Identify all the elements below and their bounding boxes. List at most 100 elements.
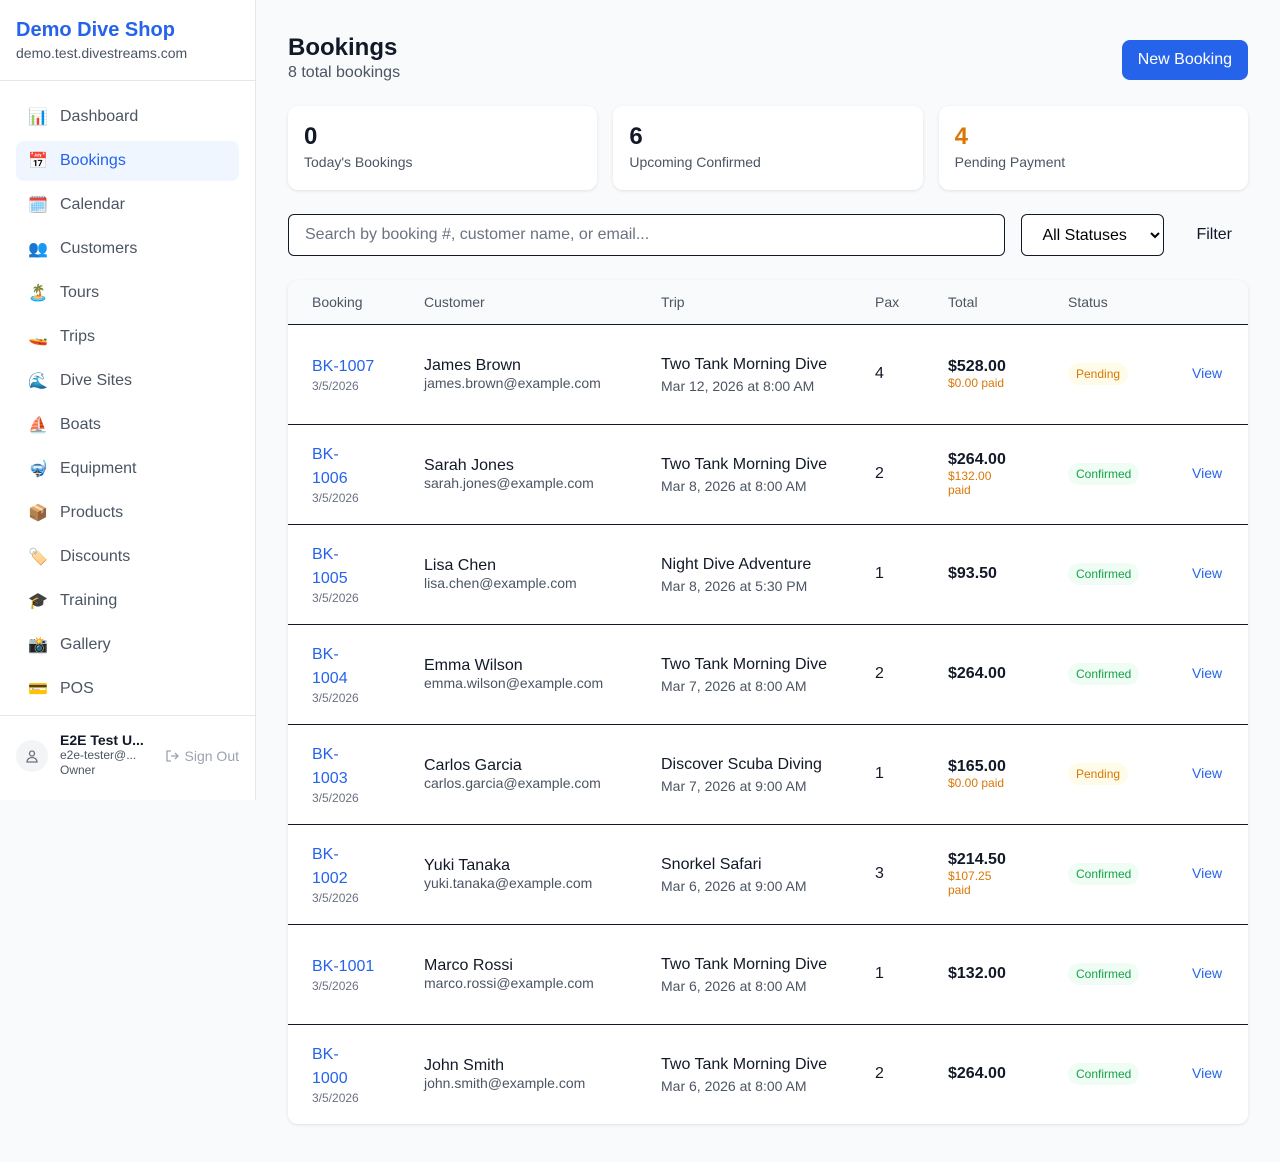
booking-date: 3/5/2026 bbox=[312, 1091, 359, 1106]
status-select[interactable]: All Statuses bbox=[1021, 214, 1165, 256]
sidebar-item-pos[interactable]: 💳 POS bbox=[16, 669, 239, 709]
sidebar-item-calendar[interactable]: 🗓️ Calendar bbox=[16, 185, 239, 225]
trip-name: Night Dive Adventure bbox=[661, 556, 812, 573]
sign-out-button[interactable]: Sign Out bbox=[165, 748, 239, 764]
pax: 1 bbox=[875, 523, 948, 624]
sidebar: Demo Dive Shop demo.test.divestreams.com… bbox=[0, 0, 256, 800]
booking-link[interactable]: BK-1004 bbox=[312, 646, 348, 687]
sidebar-item-training[interactable]: 🎓 Training bbox=[16, 581, 239, 621]
shop-name[interactable]: Demo Dive Shop bbox=[16, 19, 175, 41]
booking-date: 3/5/2026 bbox=[312, 691, 359, 705]
calendar-icon: 📅 bbox=[28, 153, 48, 170]
customer-name: Emma Wilson bbox=[424, 657, 523, 674]
column-header: Booking bbox=[288, 280, 424, 325]
trip-name: Two Tank Morning Dive bbox=[661, 656, 827, 673]
view-link[interactable]: View bbox=[1192, 865, 1223, 881]
total: $165.00 bbox=[948, 758, 1006, 775]
bar-chart-icon: 📊 bbox=[28, 109, 48, 126]
customer-email: emma.wilson@example.com bbox=[424, 675, 604, 691]
view-link[interactable]: View bbox=[1192, 565, 1223, 581]
table-row: BK-1004 3/5/2026 Emma Wilson emma.wilson@e… bbox=[288, 623, 1248, 724]
page-subtitle: 8 total bookings bbox=[288, 64, 401, 81]
sidebar-item-gallery[interactable]: 📸 Gallery bbox=[16, 625, 239, 665]
total: $132.00 bbox=[948, 965, 1006, 982]
booking-link[interactable]: BK-1000 bbox=[312, 1046, 348, 1088]
booking-link[interactable]: BK-1002 bbox=[312, 846, 348, 887]
bookings-table: Booking Customer Trip Pax Total Status BK-100… bbox=[288, 280, 1248, 1124]
paid-amount: $0.00 paid bbox=[948, 376, 1005, 390]
sidebar-item-label: Bookings bbox=[60, 152, 126, 169]
booking-link[interactable]: BK-1003 bbox=[312, 746, 348, 787]
view-link[interactable]: View bbox=[1192, 365, 1223, 381]
trip-name: Two Tank Morning Dive bbox=[661, 456, 827, 473]
users-icon: 👥 bbox=[28, 241, 48, 258]
status-badge: Confirmed bbox=[1068, 863, 1140, 885]
customer-email: yuki.tanaka@example.com bbox=[424, 875, 593, 891]
sidebar-item-label: Gallery bbox=[60, 636, 111, 653]
sign-out-label: Sign Out bbox=[184, 747, 239, 764]
view-link[interactable]: View bbox=[1192, 965, 1223, 981]
sidebar-item-bookings[interactable]: 📅 Bookings bbox=[16, 141, 239, 181]
view-link[interactable]: View bbox=[1192, 765, 1223, 781]
sidebar-item-dashboard[interactable]: 📊 Dashboard bbox=[16, 97, 239, 137]
trip-date: Mar 6, 2026 at 9:00 AM bbox=[661, 878, 807, 894]
stat-card: 4 Pending Payment bbox=[938, 106, 1248, 190]
customer-email: marco.rossi@example.com bbox=[424, 975, 594, 991]
filter-button[interactable]: Filter bbox=[1180, 226, 1248, 244]
table-row: BK-1000 3/5/2026 John Smith john.smith@exa… bbox=[288, 1023, 1248, 1124]
search-input[interactable] bbox=[288, 214, 1006, 256]
spiral-calendar-icon: 🗓️ bbox=[28, 197, 48, 214]
booking-date: 3/5/2026 bbox=[312, 891, 359, 905]
graduation-cap-icon: 🎓 bbox=[28, 593, 48, 610]
sidebar-item-label: Products bbox=[60, 504, 124, 521]
sidebar-item-dive-sites[interactable]: 🌊 Dive Sites bbox=[16, 361, 239, 401]
sidebar-item-trips[interactable]: 🚤 Trips bbox=[16, 317, 239, 357]
trip-date: Mar 7, 2026 at 9:00 AM bbox=[661, 778, 807, 794]
pax: 4 bbox=[875, 365, 884, 382]
sidebar-item-discounts[interactable]: 🏷️ Discounts bbox=[16, 537, 239, 577]
status-badge: Pending bbox=[1068, 363, 1129, 385]
sidebar-item-equipment[interactable]: 🤿 Equipment bbox=[16, 449, 239, 489]
trip-name: Two Tank Morning Dive bbox=[661, 956, 827, 973]
sidebar-item-products[interactable]: 📦 Products bbox=[16, 493, 239, 533]
booking-link[interactable]: BK-1005 bbox=[312, 546, 348, 587]
view-link[interactable]: View bbox=[1192, 1065, 1223, 1082]
sidebar-item-customers[interactable]: 👥 Customers bbox=[16, 229, 239, 269]
paid-amount: $107.25 paid bbox=[948, 869, 992, 897]
trip-date: Mar 7, 2026 at 8:00 AM bbox=[661, 678, 807, 694]
booking-date: 3/5/2026 bbox=[312, 379, 359, 393]
customer-name: James Brown bbox=[424, 357, 521, 374]
total: $264.00 bbox=[948, 665, 1006, 682]
sign-out-icon bbox=[165, 749, 179, 762]
stat-card: 6 Upcoming Confirmed bbox=[613, 106, 923, 190]
table-row: BK-1002 3/5/2026 Yuki Tanaka yuki.tanaka@e… bbox=[288, 823, 1248, 924]
user-panel: E2E Test U... e2e-tester@... Owner Sign … bbox=[0, 715, 255, 795]
new-booking-button[interactable]: New Booking bbox=[1121, 40, 1248, 80]
pax: 2 bbox=[875, 623, 948, 724]
user-name: E2E Test U... bbox=[60, 732, 144, 748]
stat-value: 0 bbox=[304, 123, 318, 150]
trip-date: Mar 8, 2026 at 5:30 PM bbox=[661, 578, 808, 594]
sidebar-nav: 📊 Dashboard 📅 Bookings 🗓️ Calendar 👥 Customers 🏝… bbox=[0, 81, 255, 729]
package-icon: 📦 bbox=[28, 505, 48, 522]
user-role: Owner bbox=[60, 763, 96, 777]
status-badge: Confirmed bbox=[1068, 663, 1140, 685]
booking-date: 3/5/2026 bbox=[312, 491, 359, 505]
pax: 1 bbox=[875, 923, 948, 1024]
view-link[interactable]: View bbox=[1192, 465, 1223, 481]
sidebar-item-label: Trips bbox=[60, 328, 95, 345]
column-header: Status bbox=[1068, 280, 1192, 325]
booking-link[interactable]: BK-1006 bbox=[312, 446, 348, 487]
paid-amount: $132.00 paid bbox=[948, 469, 992, 497]
booking-link[interactable]: BK-1007 bbox=[312, 358, 375, 375]
booking-link[interactable]: BK-1001 bbox=[312, 958, 375, 975]
pax: 2 bbox=[875, 1023, 948, 1124]
customer-name: Carlos Garcia bbox=[424, 757, 522, 774]
customer-email: sarah.jones@example.com bbox=[424, 475, 594, 491]
sidebar-item-label: Dashboard bbox=[60, 108, 139, 125]
sidebar-item-tours[interactable]: 🏝️ Tours bbox=[16, 273, 239, 313]
trip-date: Mar 6, 2026 at 8:00 AM bbox=[661, 1078, 807, 1095]
sidebar-item-boats[interactable]: ⛵ Boats bbox=[16, 405, 239, 445]
boat-icon: 🚤 bbox=[28, 329, 48, 346]
view-link[interactable]: View bbox=[1192, 665, 1223, 681]
